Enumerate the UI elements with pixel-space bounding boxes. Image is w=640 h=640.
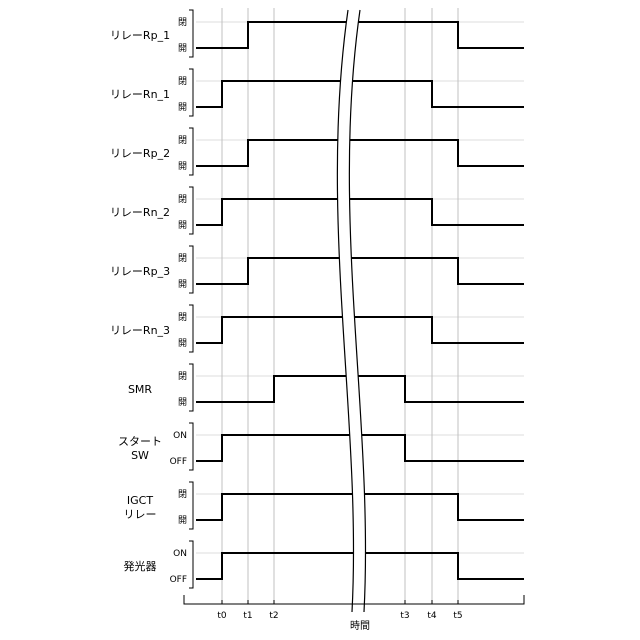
signal-row: リレーRp_1 閉開	[110, 10, 524, 57]
level-bracket	[189, 541, 193, 588]
signal-row: リレーRn_2 閉開	[110, 187, 524, 234]
signal-name: リレーRn_2	[110, 206, 170, 219]
high-state-label: 閉	[178, 312, 187, 323]
high-state-label: 閉	[178, 17, 187, 28]
level-bracket	[189, 305, 193, 352]
waveform	[196, 317, 524, 343]
waveform	[196, 22, 524, 48]
signal-row: リレーRp_2 閉開	[110, 128, 524, 175]
signal-name: リレーRn_3	[110, 324, 170, 337]
signal-row: 発光器 ON OFF	[124, 541, 525, 588]
high-state-label: 閉	[178, 253, 187, 264]
waveform	[196, 81, 524, 107]
low-state-label: 開	[178, 220, 187, 231]
signal-name: リレーRp_1	[110, 29, 170, 42]
signal-row: リレーRp_3 閉開	[110, 246, 524, 293]
time-break-marker	[337, 10, 365, 612]
signal-name: 発光器	[124, 559, 157, 573]
level-bracket	[189, 10, 193, 57]
tick-label-t2: t2	[269, 611, 278, 621]
signal-name: リレーRp_3	[110, 265, 170, 278]
low-state-label: 開	[178, 43, 187, 54]
signal-row: リレーRn_1 閉開	[110, 69, 524, 116]
level-bracket	[189, 423, 193, 470]
signal-name: IGCTリレー	[124, 494, 157, 521]
low-state-label: 開	[178, 338, 187, 349]
low-state-label: 開	[178, 161, 187, 172]
signal-name: リレーRp_2	[110, 147, 170, 160]
low-state-label: 開	[178, 515, 187, 526]
low-state-label: OFF	[170, 575, 187, 585]
high-state-label: ON	[173, 549, 187, 559]
signal-rows: リレーRp_1閉開リレーRn_1閉開リレーRp_2閉開リレーRn_2閉開リレーR…	[110, 10, 524, 588]
signal-row: SMR 閉開	[128, 364, 524, 411]
low-state-label: 開	[178, 397, 187, 408]
time-axis-title: 時間	[350, 620, 370, 632]
high-state-label: 閉	[178, 76, 187, 87]
level-bracket	[189, 364, 193, 411]
waveform	[196, 140, 524, 166]
signal-row: IGCTリレー 閉開	[124, 482, 525, 529]
level-bracket	[189, 482, 193, 529]
tick-label-t5: t5	[453, 611, 462, 621]
signal-name: リレーRn_1	[110, 88, 170, 101]
tick-label-t3: t3	[400, 611, 409, 621]
low-state-label: 開	[178, 102, 187, 113]
level-bracket	[189, 128, 193, 175]
low-state-label: OFF	[170, 457, 187, 467]
high-state-label: 閉	[178, 194, 187, 205]
signal-row: リレーRn_3 閉開	[110, 305, 524, 352]
waveform	[196, 258, 524, 284]
waveform	[196, 199, 524, 225]
level-bracket	[189, 69, 193, 116]
signal-row: スタートSW ON OFF	[118, 423, 524, 470]
tick-label-t1: t1	[243, 611, 252, 621]
signal-name: スタートSW	[118, 435, 162, 462]
low-state-label: 開	[178, 279, 187, 290]
tick-label-t4: t4	[427, 611, 437, 621]
level-bracket	[189, 246, 193, 293]
high-state-label: 閉	[178, 371, 187, 382]
high-state-label: 閉	[178, 135, 187, 146]
high-state-label: ON	[173, 431, 187, 441]
level-bracket	[189, 187, 193, 234]
high-state-label: 閉	[178, 489, 187, 500]
tick-label-t0: t0	[217, 611, 227, 621]
signal-name: SMR	[128, 383, 152, 396]
